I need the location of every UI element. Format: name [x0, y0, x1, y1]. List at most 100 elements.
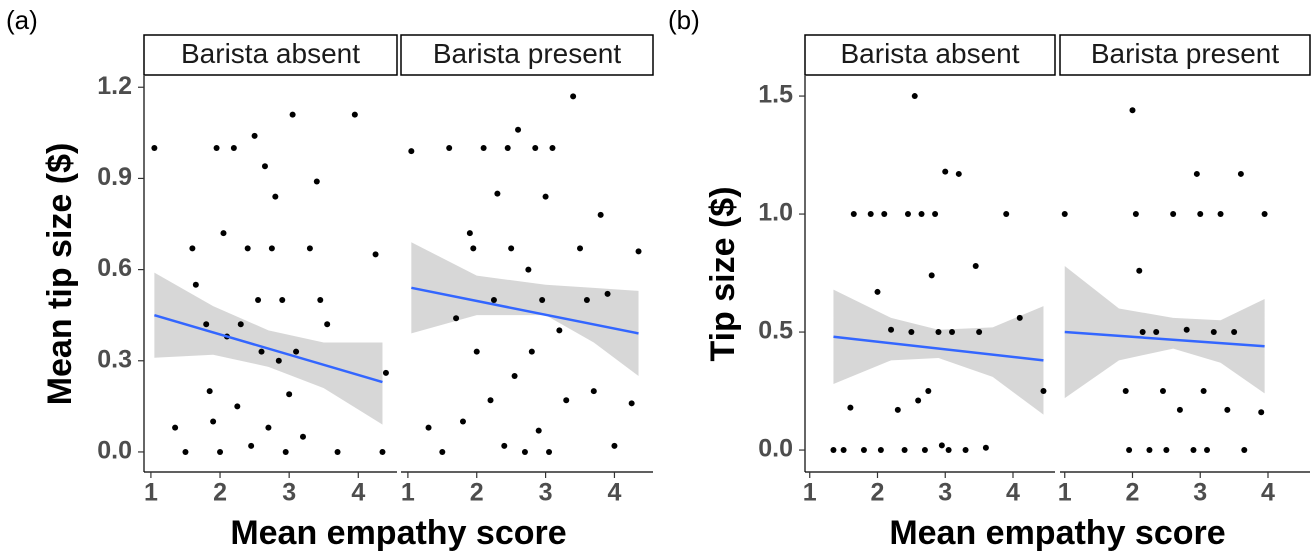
point: [532, 145, 539, 152]
point: [192, 281, 199, 288]
point: [1183, 326, 1190, 333]
point: [372, 251, 379, 258]
point: [408, 148, 415, 155]
point: [446, 145, 453, 152]
point: [189, 245, 196, 252]
point: [888, 326, 895, 333]
point: [459, 418, 466, 425]
point: [521, 448, 528, 455]
point: [508, 245, 515, 252]
point: [275, 357, 282, 364]
x-tick-label: 2: [1126, 479, 1140, 507]
x-tick-label: 2: [213, 479, 227, 507]
point: [220, 230, 227, 237]
point: [901, 447, 908, 454]
point: [213, 145, 220, 152]
point: [258, 348, 265, 355]
point: [1139, 329, 1146, 336]
point: [840, 447, 847, 454]
x-tick-label: 3: [938, 479, 952, 507]
point: [583, 296, 590, 303]
point: [611, 442, 618, 449]
point: [938, 442, 945, 449]
point: [299, 433, 306, 440]
point: [1204, 447, 1211, 454]
point: [1197, 211, 1204, 218]
point: [244, 245, 251, 252]
point: [911, 93, 918, 100]
point: [918, 211, 925, 218]
point: [466, 230, 473, 237]
y-tick-label: 1.0: [758, 199, 793, 227]
fit-line: [411, 286, 639, 335]
point: [539, 296, 546, 303]
point: [847, 404, 854, 411]
point: [182, 448, 189, 455]
point: [1003, 211, 1010, 218]
point: [251, 132, 258, 139]
confidence-band: [833, 289, 1044, 415]
strip-box: [1059, 34, 1311, 76]
panel-label: (b): [668, 5, 700, 35]
y-tick-label: 0.0: [758, 435, 793, 463]
y-tick-label: 0.6: [97, 254, 132, 282]
point: [255, 296, 262, 303]
strip-box: [143, 34, 398, 76]
point: [1016, 314, 1023, 321]
point: [546, 448, 553, 455]
confidence-band: [1064, 265, 1265, 399]
point: [1176, 406, 1183, 413]
point: [473, 348, 480, 355]
point: [935, 329, 942, 336]
point: [1261, 211, 1268, 218]
point: [1190, 447, 1197, 454]
x-axis-title: Mean empathy score: [889, 514, 1225, 552]
x-tick-label: 3: [1193, 479, 1207, 507]
point: [470, 245, 477, 252]
point: [874, 288, 881, 295]
point: [1217, 211, 1224, 218]
point: [501, 442, 508, 449]
point: [1210, 329, 1217, 336]
point: [955, 170, 962, 177]
x-tick-label: 4: [1006, 479, 1020, 507]
x-tick-label: 2: [871, 479, 885, 507]
point: [248, 442, 255, 449]
confidence-band: [411, 242, 639, 376]
x-tick-label: 3: [282, 479, 296, 507]
strip-label: Barista present: [433, 38, 622, 69]
x-tick-label: 1: [144, 479, 158, 507]
point: [877, 447, 884, 454]
point: [268, 245, 275, 252]
point: [1170, 211, 1177, 218]
x-tick-label: 4: [607, 479, 621, 507]
point: [542, 193, 549, 200]
point: [942, 168, 949, 175]
point: [972, 262, 979, 269]
strip-label: Barista present: [1091, 38, 1280, 69]
point: [982, 444, 989, 451]
point: [515, 126, 522, 133]
point: [563, 397, 570, 404]
x-tick-label: 1: [803, 479, 817, 507]
point: [203, 321, 210, 328]
point: [528, 348, 535, 355]
point: [1129, 107, 1136, 114]
point: [490, 296, 497, 303]
point: [1200, 388, 1207, 395]
y-tick-label: 1.5: [758, 81, 793, 109]
point: [549, 145, 556, 152]
point: [628, 400, 635, 407]
strip-label: Barista absent: [841, 38, 1020, 69]
point: [976, 329, 983, 336]
point: [1241, 447, 1248, 454]
point: [1132, 211, 1139, 218]
point: [306, 245, 313, 252]
x-axis-title: Mean empathy score: [230, 514, 566, 552]
x-tick-label: 1: [401, 479, 415, 507]
point: [234, 403, 241, 410]
y-tick-label: 0.0: [97, 437, 132, 465]
point: [925, 388, 932, 395]
fit-line: [833, 335, 1044, 362]
y-tick-label: 0.9: [97, 163, 132, 191]
